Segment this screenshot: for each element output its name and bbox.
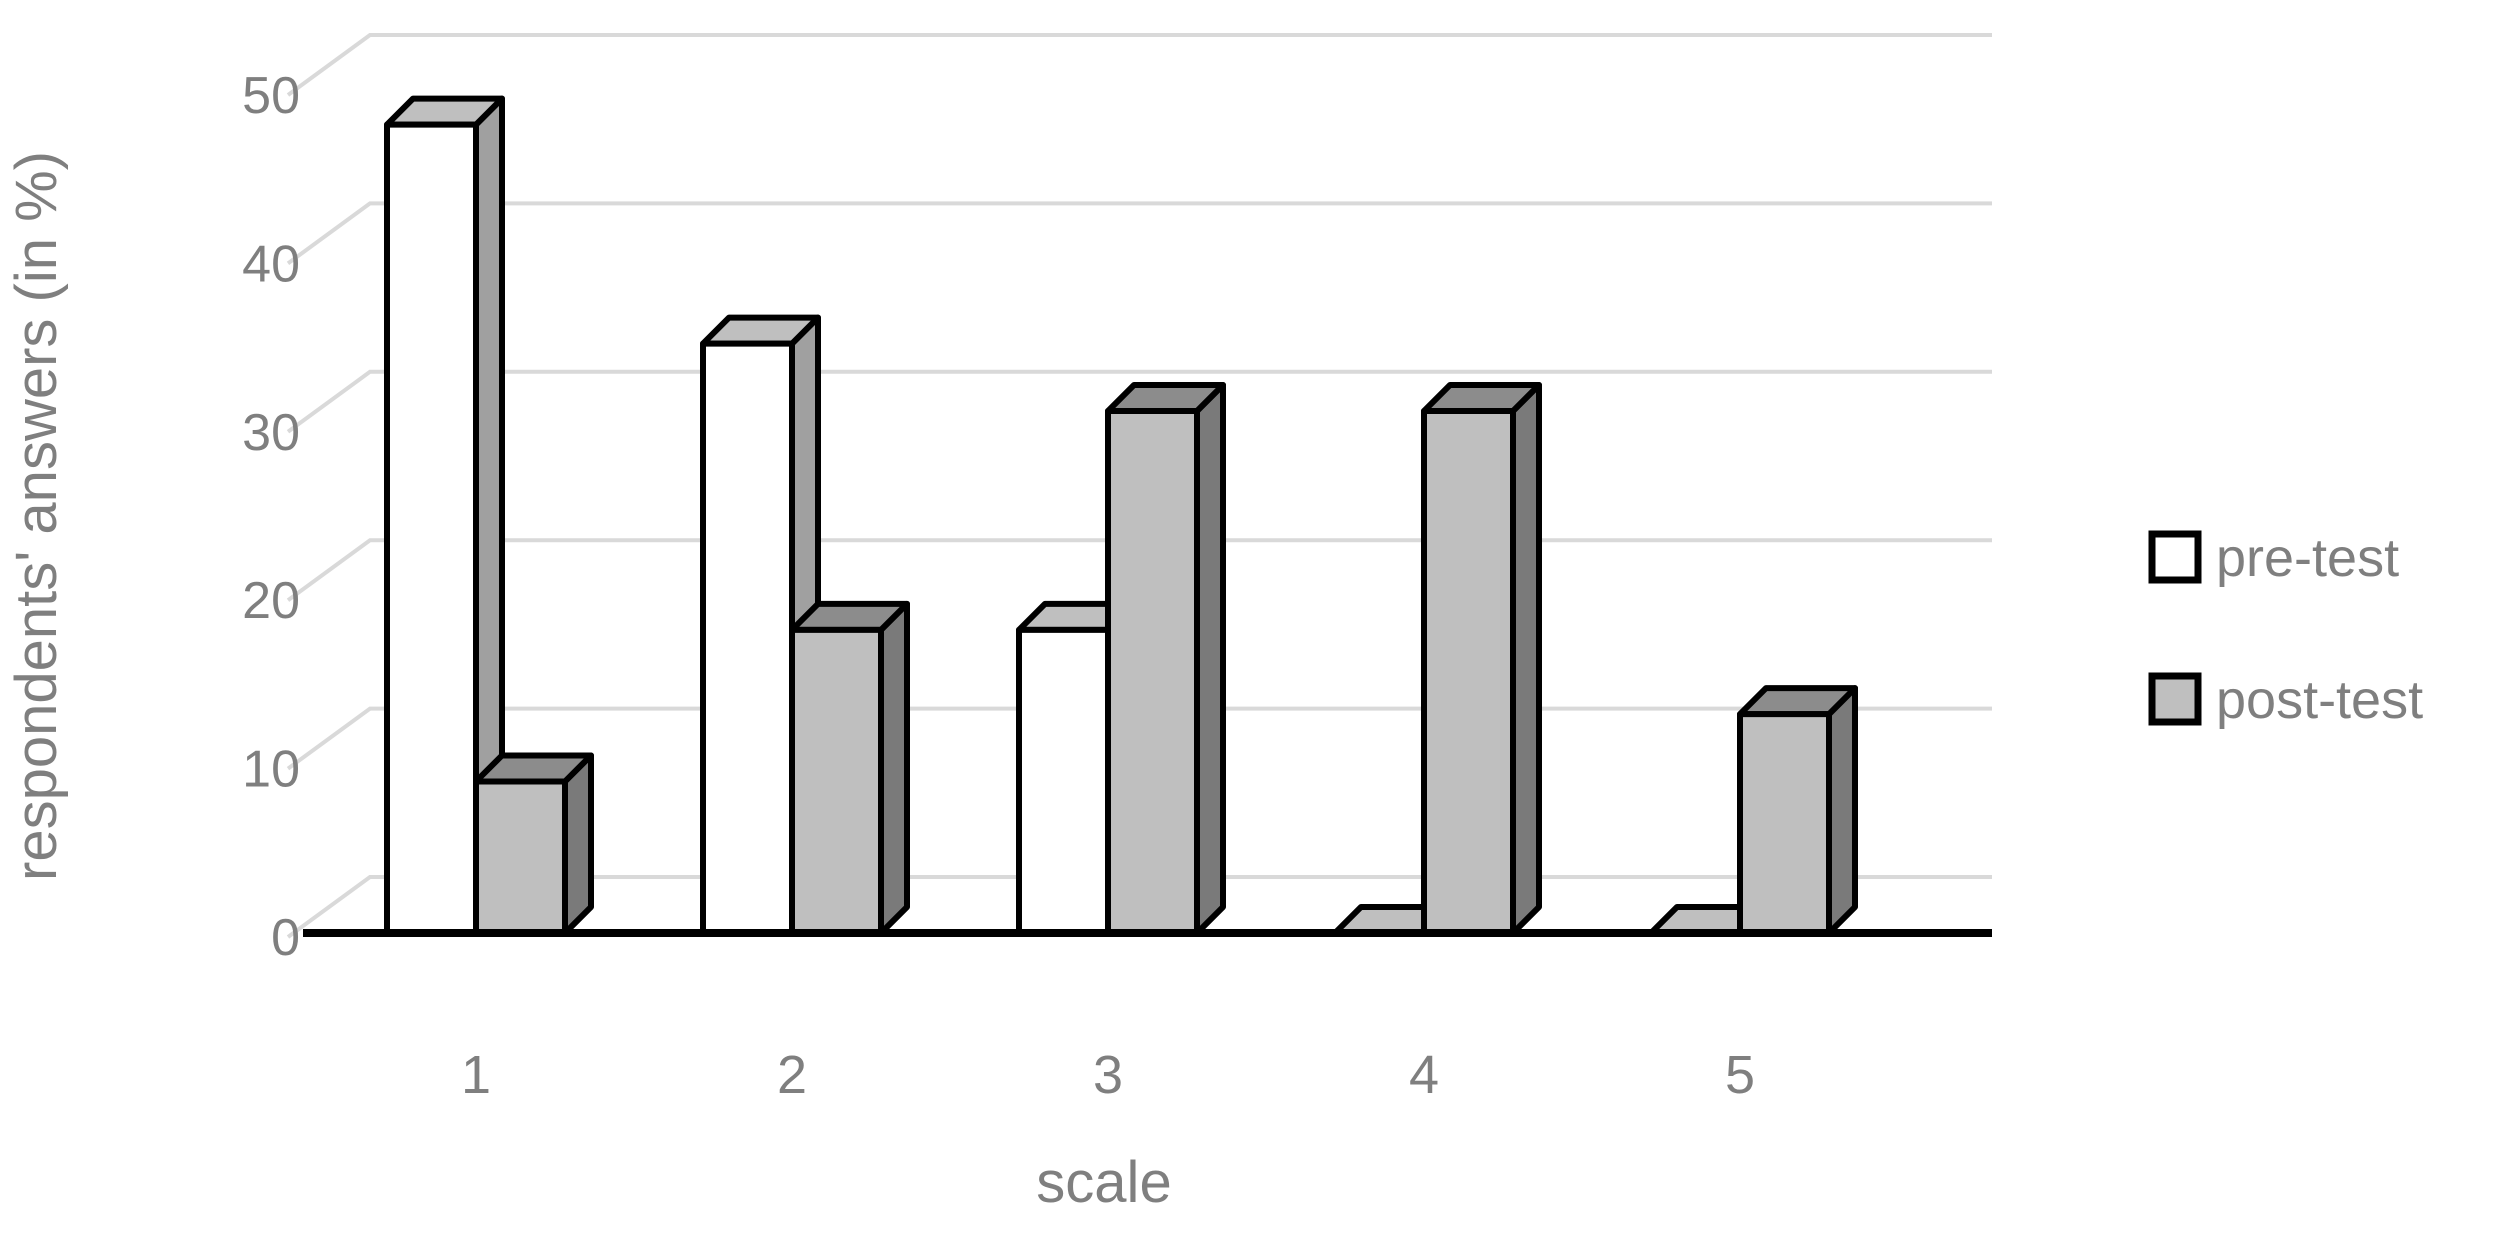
bar-post-test-1-front (473, 778, 568, 936)
gridline-50 (286, 33, 1992, 97)
legend-label-post-test: post-test (2216, 670, 2423, 730)
y-tick-label-30: 30 (242, 404, 300, 462)
bar-post-test-4-side (1510, 381, 1542, 936)
bar-post-test-4-front (1421, 407, 1516, 936)
x-tick-label-5: 5 (1725, 1045, 1755, 1105)
gridline-30 (286, 369, 1992, 434)
y-tick-label-10: 10 (242, 741, 300, 799)
x-tick-label-1: 1 (461, 1045, 491, 1105)
y-tick-label-50: 50 (242, 67, 300, 125)
y-tick-label-0: 0 (271, 909, 300, 967)
gridline-40 (286, 201, 1992, 266)
bar-post-test-5-side (1826, 685, 1858, 936)
x-axis-title: scale (1036, 1150, 1171, 1215)
bar-post-test-2-side (878, 600, 910, 936)
bar-post-test-1-side (562, 752, 594, 936)
bar-pre-test-1-front (384, 121, 479, 936)
bar-post-test-5-front (1737, 711, 1832, 936)
bar-post-test-3-side (1194, 381, 1226, 936)
bar-post-test-2-front (789, 626, 884, 936)
x-tick-label-2: 2 (777, 1045, 807, 1105)
x-tick-label-3: 3 (1093, 1045, 1123, 1105)
legend-swatch-pre-test (2148, 530, 2202, 584)
bar-pre-test-2-front (700, 340, 795, 936)
y-tick-label-40: 40 (242, 235, 300, 293)
legend-label-pre-test: pre-test (2216, 528, 2399, 588)
y-tick-label-20: 20 (242, 572, 300, 630)
bar-pre-test-3-front (1016, 626, 1111, 936)
legend-swatch-post-test (2148, 672, 2202, 726)
y-axis-title: respondents' answers (in %) (4, 151, 69, 881)
bar-post-test-3-front (1105, 407, 1200, 936)
x-tick-label-4: 4 (1409, 1045, 1439, 1105)
